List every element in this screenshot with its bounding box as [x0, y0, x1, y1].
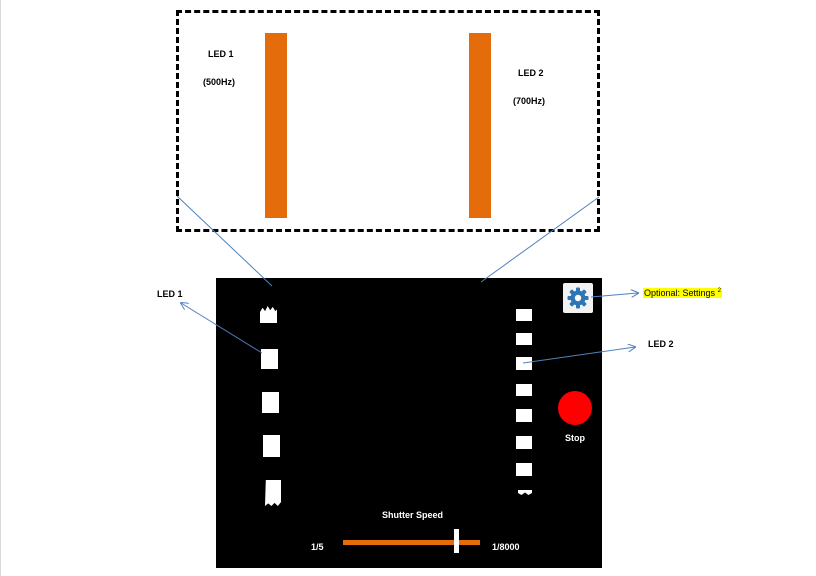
settings-footnote-marker: 2: [717, 288, 721, 294]
led1-bar: [265, 33, 287, 218]
led2-stripe: [518, 490, 532, 495]
camera-screen: Stop Shutter Speed 1/5 1/8000: [216, 278, 602, 568]
led2-frequency: (700Hz): [513, 96, 546, 106]
led1-callout-label: LED 1: [157, 289, 183, 299]
led-illustration-box: LED 1 (500Hz) LED 2 (700Hz): [176, 10, 600, 232]
settings-callout-label: Optional: Settings: [644, 288, 716, 298]
led2-stripe: [516, 409, 532, 422]
led2-bar: [469, 33, 491, 218]
led2-stripe: [516, 333, 532, 345]
led2-stripe: [516, 463, 532, 476]
led1-stripe: [260, 306, 277, 323]
led2-stripe: [516, 309, 532, 321]
led1-stripe: [265, 480, 281, 506]
led2-stripe: [516, 357, 532, 370]
led1-frequency: (500Hz): [203, 77, 236, 87]
led2-callout-label: LED 2: [648, 339, 674, 349]
shutter-speed-slider-track[interactable]: [343, 540, 480, 545]
shutter-speed-slider-thumb[interactable]: [454, 529, 459, 553]
gear-icon: [567, 287, 589, 309]
shutter-speed-label: Shutter Speed: [382, 510, 444, 520]
led2-stripe: [516, 384, 532, 396]
stop-button[interactable]: [558, 391, 592, 425]
settings-callout: Optional: Settings 2: [643, 288, 722, 298]
settings-callout-highlight: Optional: Settings 2: [643, 288, 722, 298]
led1-stripe: [263, 435, 280, 457]
stop-label: Stop: [565, 433, 585, 443]
led1-stripe: [261, 349, 278, 369]
shutter-max-label: 1/8000: [492, 542, 520, 552]
settings-button[interactable]: [563, 283, 593, 313]
shutter-min-label: 1/5: [311, 542, 324, 552]
led1-stripe: [262, 392, 279, 413]
page-edge-rule: [0, 0, 1, 576]
led1-name: LED 1: [208, 49, 234, 59]
led2-name: LED 2: [518, 68, 544, 78]
led2-stripe: [516, 436, 532, 449]
